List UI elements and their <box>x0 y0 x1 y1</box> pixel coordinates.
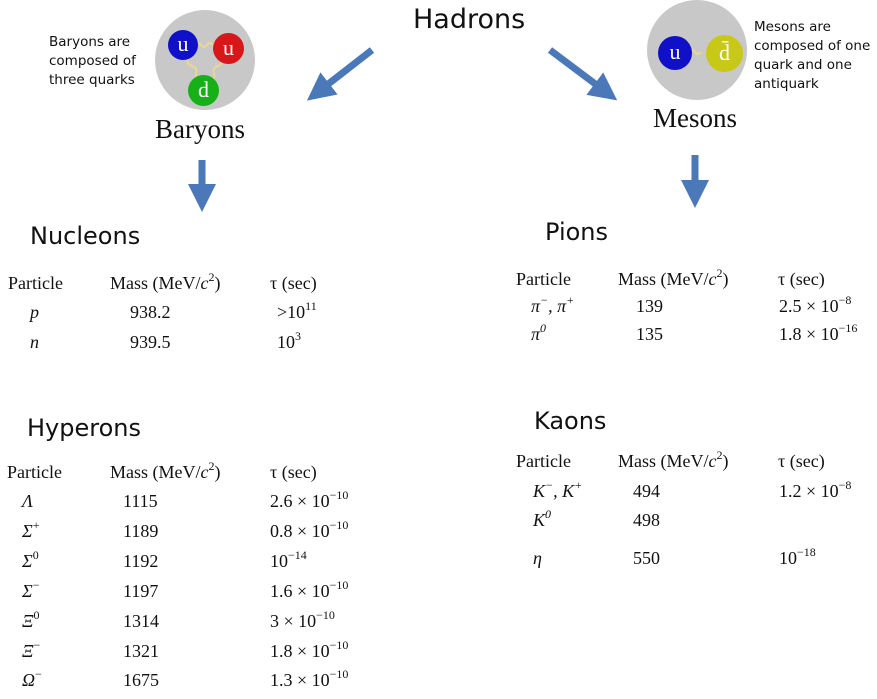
kaons-row-mass: 494 <box>633 481 660 501</box>
pions-title: Pions <box>545 218 609 246</box>
hyperons-row-particle: Σ0 <box>22 548 39 571</box>
note-line: composed of <box>49 53 136 69</box>
nucleons-title: Nucleons <box>30 222 141 250</box>
meson-circle <box>647 0 747 100</box>
hyperons-header-particle: Particle <box>7 462 62 482</box>
hyperons-title: Hyperons <box>27 414 141 442</box>
nucleons-row-particle: p <box>30 302 39 322</box>
hyperons-row-lifetime: 1.3 × 10−10 <box>270 667 349 690</box>
arrow-to-baryons <box>306 47 375 101</box>
pions-row-mass: 139 <box>636 296 663 316</box>
up-quark: u <box>658 36 692 70</box>
kaons-row-particle: η <box>533 548 542 568</box>
nucleons-header-tau: τ (sec) <box>270 273 317 293</box>
nucleons-row-mass: 939.5 <box>130 332 171 352</box>
note-line: quark and one <box>754 57 852 73</box>
hyperons-row-lifetime: 2.6 × 10−10 <box>270 488 349 511</box>
pions-row-lifetime: 1.8 × 10−16 <box>779 321 858 344</box>
pions-header-mass: Mass (MeV/c2) <box>618 266 729 289</box>
kaons-row-lifetime: 10−18 <box>779 545 816 568</box>
kaons-row-particle: K−, K+ <box>533 478 583 501</box>
down-quark-green: d <box>188 75 219 106</box>
pions-header-tau: τ (sec) <box>778 269 825 289</box>
hyperons-row-mass: 1314 <box>123 611 159 631</box>
nucleons-row-lifetime: 103 <box>277 329 301 352</box>
nucleons-row-lifetime: >1011 <box>277 299 317 322</box>
mesons-note: Mesons are composed of one quark and one… <box>754 18 870 94</box>
hyperons-row-particle: Λ <box>22 491 33 511</box>
hyperons-row-lifetime: 10−14 <box>270 548 307 571</box>
hyperons-row-mass: 1197 <box>123 581 159 601</box>
hyperons-row-particle: Σ− <box>22 578 40 601</box>
note-line: Mesons are <box>754 19 831 35</box>
hyperons-row-particle: Σ+ <box>22 518 40 541</box>
pions-row-lifetime: 2.5 × 10−8 <box>779 293 852 316</box>
up-quark-blue: u <box>168 30 198 60</box>
note-line: Baryons are <box>49 34 131 50</box>
hyperons-row-mass: 1321 <box>123 641 159 661</box>
hyperons-row-lifetime: 1.8 × 10−10 <box>270 638 349 661</box>
arrow-to-mesons <box>547 47 618 101</box>
nucleons-row-particle: n <box>30 332 39 352</box>
hyperons-row-mass: 1115 <box>123 491 158 511</box>
note-line: three quarks <box>49 72 135 88</box>
nucleons-header-mass: Mass (MeV/c2) <box>110 270 221 293</box>
kaons-row-mass: 550 <box>633 548 660 568</box>
kaons-row-mass: 498 <box>633 510 660 530</box>
pions-row-particle: π−, π+ <box>531 293 575 316</box>
baryons-note: Baryons are composed of three quarks <box>49 33 136 90</box>
hyperons-row-particle: Ξ− <box>22 638 41 661</box>
mesons-label: Mesons <box>653 103 738 133</box>
hyperons-row-mass: 1189 <box>123 521 159 541</box>
note-line: composed of one <box>754 38 871 54</box>
hyperons-row-particle: Ξ0 <box>22 608 40 631</box>
hyperons-row-mass: 1192 <box>123 551 159 571</box>
anti-down-quark: d̄ <box>706 35 743 72</box>
kaons-title: Kaons <box>534 407 607 435</box>
hyperons-row-lifetime: 1.6 × 10−10 <box>270 578 349 601</box>
pions-row-mass: 135 <box>636 324 663 344</box>
hyperons-row-particle: Ω− <box>22 667 42 690</box>
hyperons-row-lifetime: 0.8 × 10−10 <box>270 518 349 541</box>
pions-header-particle: Particle <box>516 269 571 289</box>
pions-row-particle: π0 <box>531 321 547 344</box>
nucleons-header-particle: Particle <box>8 273 63 293</box>
nucleons-row-mass: 938.2 <box>130 302 171 322</box>
kaons-row-lifetime: 1.2 × 10−8 <box>779 478 852 501</box>
hyperons-row-mass: 1675 <box>123 670 159 690</box>
note-line: antiquark <box>754 76 819 92</box>
hyperons-row-lifetime: 3 × 10−10 <box>270 608 335 631</box>
kaons-header-particle: Particle <box>516 451 571 471</box>
baryons-label: Baryons <box>155 114 245 144</box>
kaons-row-particle: K0 <box>533 507 552 530</box>
kaons-header-tau: τ (sec) <box>778 451 825 471</box>
hyperons-header-mass: Mass (MeV/c2) <box>110 459 221 482</box>
up-quark-red: u <box>213 33 244 64</box>
hadrons-title: Hadrons <box>413 4 526 35</box>
kaons-header-mass: Mass (MeV/c2) <box>618 448 729 471</box>
hyperons-header-tau: τ (sec) <box>270 462 317 482</box>
